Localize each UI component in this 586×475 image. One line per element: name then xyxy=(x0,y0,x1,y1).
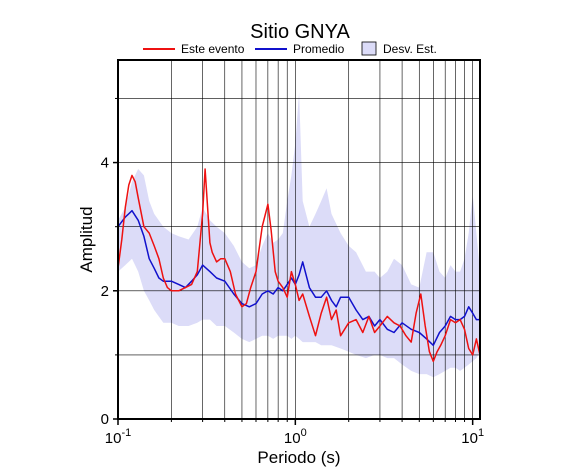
tick-layer: 0 2 4 10-1 100 101 xyxy=(101,97,484,447)
legend-label-promedio: Promedio xyxy=(293,42,345,56)
x-tick-label: 101 xyxy=(461,427,484,447)
legend-label-desv-est: Desv. Est. xyxy=(383,42,437,56)
series-layer xyxy=(117,168,481,363)
x-tick-label: 10-1 xyxy=(105,427,131,447)
y-tick-label: 0 xyxy=(101,411,109,428)
series-line-promedio xyxy=(117,209,480,347)
legend: Este evento Promedio Desv. Est. xyxy=(143,41,437,56)
y-tick-label: 4 xyxy=(101,155,109,172)
grid-layer xyxy=(117,60,480,419)
x-axis-title: Periodo (s) xyxy=(257,448,340,467)
y-axis-title: Amplitud xyxy=(77,206,96,272)
series-line-este-evento xyxy=(117,168,481,363)
x-tick-label: 100 xyxy=(284,427,307,447)
chart-title: Sitio GNYA xyxy=(250,21,350,43)
y-tick-label: 2 xyxy=(101,283,109,300)
legend-label-este-evento: Este evento xyxy=(181,42,245,56)
legend-swatch-desv-est xyxy=(361,41,377,56)
std-band-layer xyxy=(118,92,480,378)
std-band xyxy=(118,92,480,378)
plot-frame xyxy=(117,59,481,420)
